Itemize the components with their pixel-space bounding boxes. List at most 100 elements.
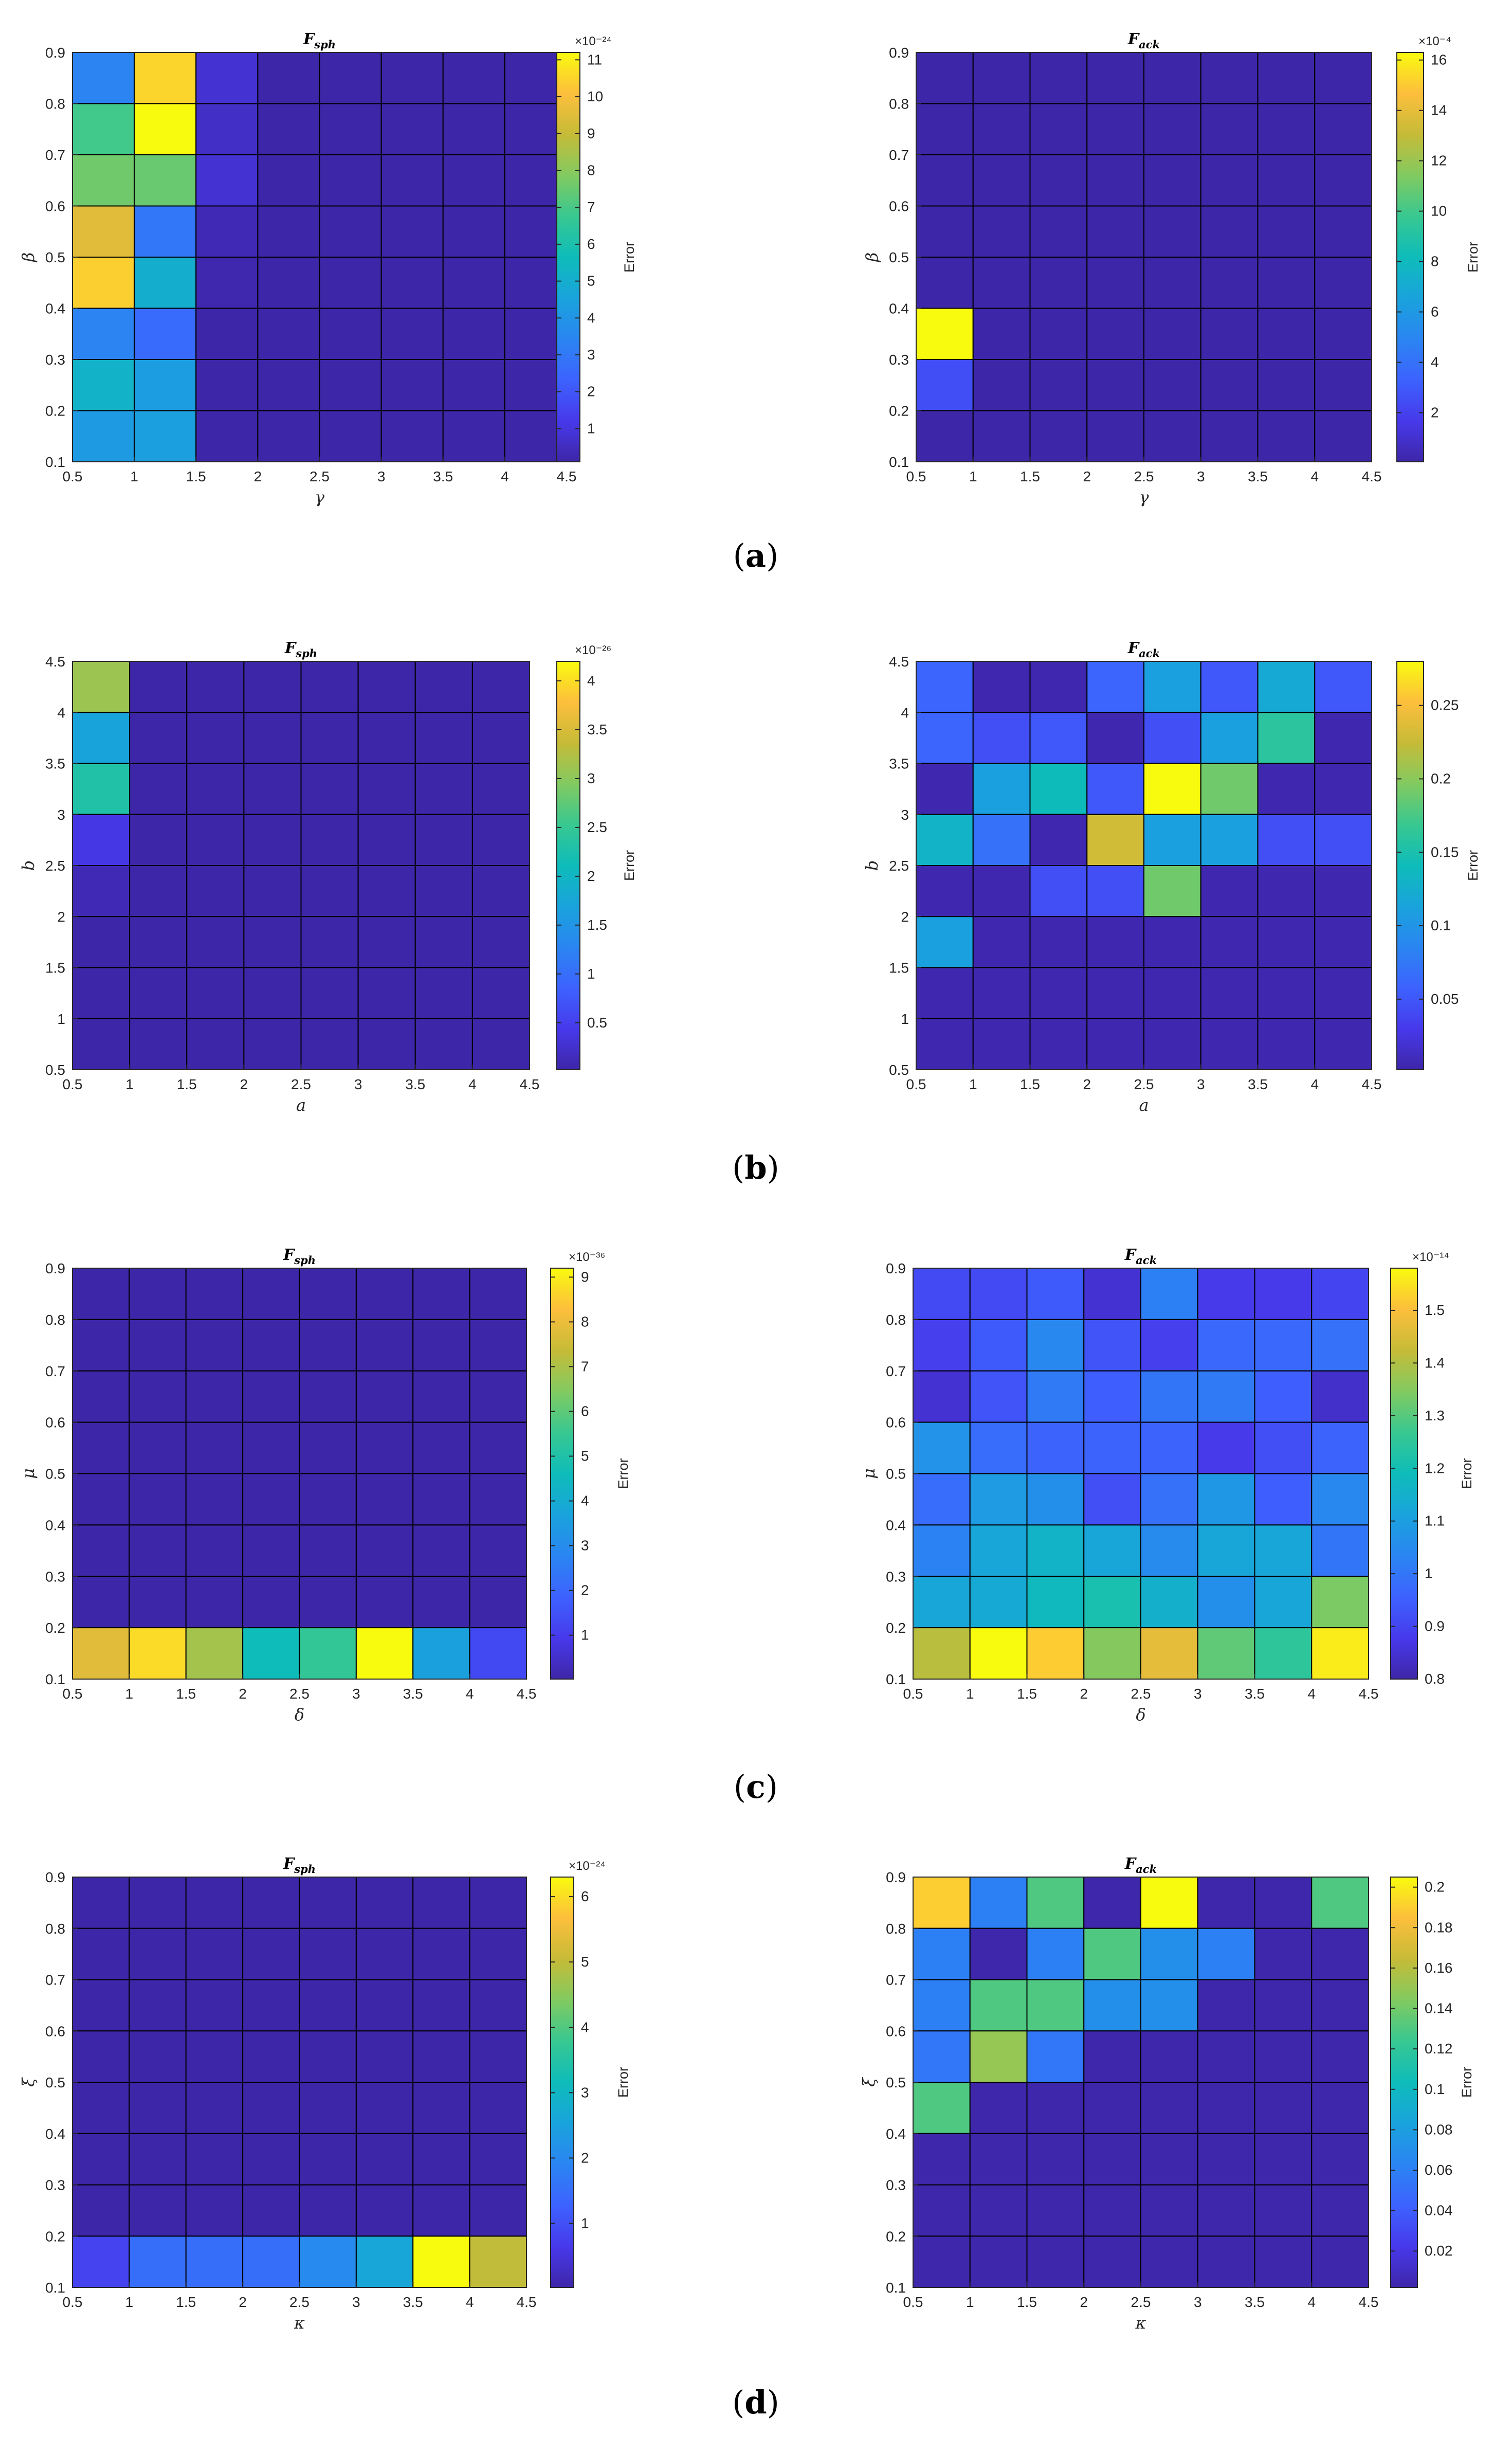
x-tick-label: 1 [969,1076,977,1092]
colorbar-tick-label: 2 [587,384,595,400]
y-axis-label: ξ [859,2077,879,2087]
colorbar [1396,52,1424,462]
heatmap-cell [1026,1927,1085,1980]
heatmap-cell [1140,1627,1198,1680]
heatmap-cell [1083,1319,1141,1372]
heatmap-cell [129,1576,187,1629]
heatmap-cell [1083,1268,1141,1320]
colorbar [556,661,580,1070]
heatmap-cell [1197,1627,1255,1680]
colorbar-tick-label: 4 [581,2019,589,2035]
y-tick-label: 0.5 [45,1062,65,1078]
heatmap-cell [1140,1319,1198,1372]
x-tick-label: 2.5 [1134,1076,1154,1092]
heatmap-cell [1140,1576,1198,1629]
heatmap-cell [195,257,259,309]
heatmap-cell [469,2184,527,2237]
y-tick-label: 3 [57,807,65,823]
colorbar-tick-label: 2 [1431,404,1439,420]
heatmap-cell [1140,1524,1198,1577]
x-tick-label: 4 [468,1076,477,1092]
colorbar-tick-label: 2 [581,2150,589,2166]
heatmap-cell [969,1979,1028,2032]
x-tick-label: 1.5 [1017,2294,1037,2310]
heatmap-cell [72,967,131,1019]
heatmap-d-ack: 0.5 1 1.5 2 2.5 3 3.5 4 4.5 0.1 0.2 0.3 0.4 0.5 0.6 0.7… [859,1855,1474,2333]
heatmap-cell [357,1018,416,1070]
heatmap-cell [412,1319,470,1372]
heatmap-cell [469,1576,527,1629]
heatmap-cell [299,1627,357,1680]
colorbar-tick-label: 2 [587,868,595,884]
chart-title: Fack [1127,639,1160,660]
heatmap-cell [414,865,473,917]
x-tick-label: 2 [240,1076,248,1092]
heatmap-cell [186,967,245,1019]
x-tick-label: 1.5 [176,2294,196,2310]
heatmap-cell [913,1268,971,1320]
heatmap-cell [242,1877,300,1929]
heatmap-cell [1026,2184,1085,2237]
heatmap-cell [186,661,245,713]
heatmap-cell [469,1979,527,2032]
colorbar-tick-label: 0.9 [1425,1618,1445,1634]
colorbar-tick-label: 3 [587,770,595,786]
y-tick-label: 0.1 [45,454,65,470]
heatmap-cell [243,916,302,968]
heatmap-c-ack: 0.5 1 1.5 2 2.5 3 3.5 4 4.5 0.1 0.2 0.3 0.4 0.5 0.6 0.7… [859,1246,1474,1724]
y-tick-label: 0.3 [45,1568,65,1584]
heatmap-cell [357,814,416,866]
y-tick-label: 0.8 [45,1921,65,1937]
colorbar-tick-label: 14 [1431,102,1447,118]
heatmap-cell [185,1319,244,1372]
heatmap-cell [299,1979,357,2032]
heatmap-cell [1143,359,1201,411]
colorbar-exponent: ×10⁻³⁶ [569,1250,605,1264]
heatmap-cell [1314,359,1372,411]
heatmap-cell [380,410,444,462]
colorbar-tick-label: 1 [587,420,595,436]
x-tick-label: 1 [966,2294,974,2310]
heatmap-cell [1086,967,1144,1019]
colorbar-tick-label: 1.2 [1425,1460,1445,1476]
heatmap-cell [380,359,444,411]
x-tick-label: 4 [1310,468,1319,484]
x-axis-label: δ [295,1705,304,1724]
colorbar [1396,661,1424,1070]
colorbar-tick-label: 4 [1431,354,1439,370]
heatmap-cell [1197,2184,1255,2237]
heatmap-cell [1200,103,1259,155]
colorbar-tick-label: 2 [581,1582,589,1598]
heatmap-cell [1140,2235,1198,2288]
heatmap-cell [1083,2235,1141,2288]
heatmap-cell [504,52,568,104]
y-tick-label: 0.4 [45,301,65,317]
heatmap-cell [1254,2082,1313,2134]
heatmap-cell [969,2235,1028,2288]
y-tick-label: 0.7 [45,1363,65,1379]
chart-title: Fack [1124,1246,1157,1267]
heatmap-cell [1200,410,1259,462]
heatmap-cell [186,865,245,917]
heatmap-cell [319,154,382,207]
heatmap-cell [72,661,131,713]
heatmap-cell [72,1421,130,1474]
heatmap-cell [1143,154,1201,207]
heatmap-cell [242,1927,300,1980]
heatmap-cell [185,1627,244,1680]
colorbar-tick-label: 10 [587,88,603,104]
y-axis-label: μ [19,1468,38,1479]
heatmap-cell [913,1927,971,1980]
heatmap-cell [414,661,473,713]
heatmap-cell [299,1421,357,1474]
heatmap-cell [972,712,1031,764]
heatmap-cell [185,2235,244,2288]
heatmap-cell [1314,712,1372,764]
heatmap-cell [913,1979,971,2032]
x-tick-label: 4.5 [1359,1686,1379,1702]
x-tick-label: 4.5 [517,1686,537,1702]
heatmap-cell [412,1268,470,1320]
heatmap-cell [300,661,359,713]
heatmap-cell [72,308,135,360]
heatmap-cell [469,1877,527,1929]
